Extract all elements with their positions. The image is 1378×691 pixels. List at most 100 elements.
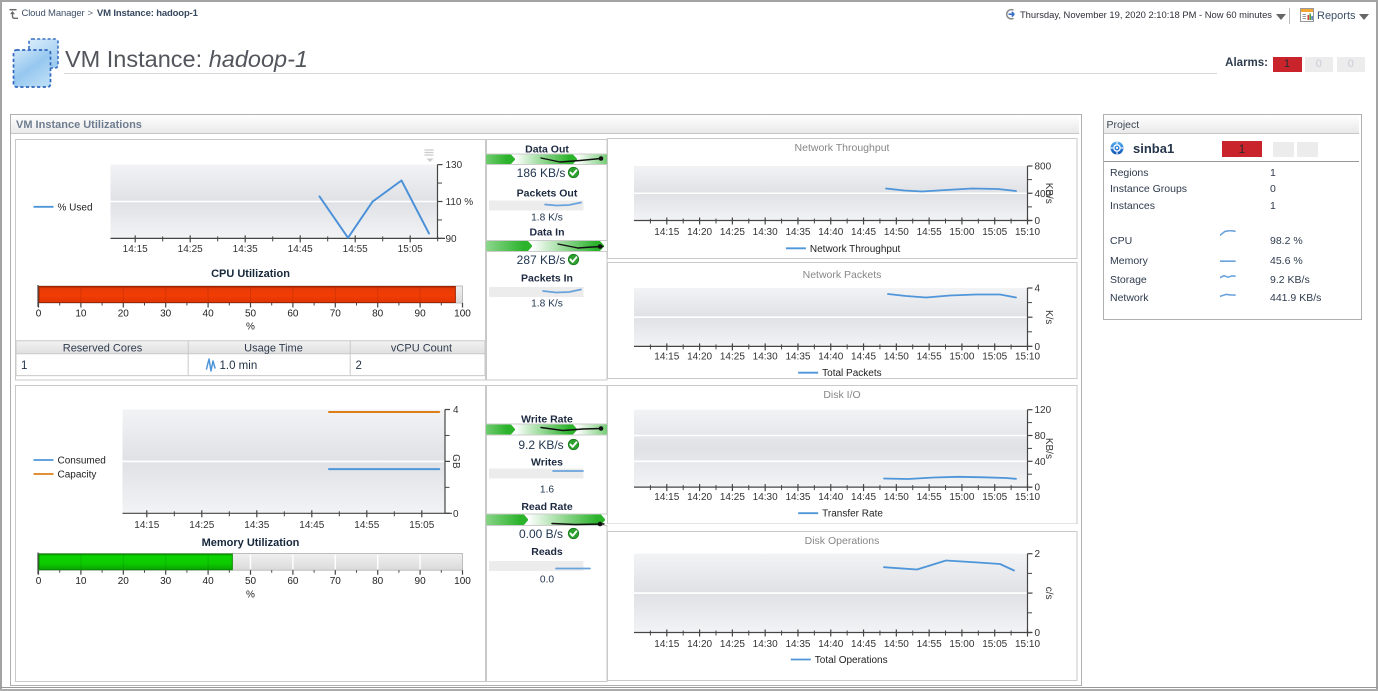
svg-text:vCPU Count: vCPU Count — [390, 343, 451, 355]
svg-text:14:15: 14:15 — [134, 520, 159, 531]
svg-text:14:55: 14:55 — [917, 227, 942, 238]
svg-text:15:10: 15:10 — [1015, 639, 1040, 650]
svg-text:14:35: 14:35 — [785, 227, 810, 238]
svg-text:14:55: 14:55 — [342, 244, 367, 255]
svg-text:14:50: 14:50 — [884, 639, 909, 650]
svg-text:Network Throughput: Network Throughput — [795, 142, 890, 154]
svg-text:14:20: 14:20 — [687, 352, 712, 363]
svg-text:287 KB/s: 287 KB/s — [517, 253, 566, 267]
svg-text:14:30: 14:30 — [753, 639, 778, 650]
svg-text:% Used: % Used — [57, 202, 92, 213]
svg-text:Disk Operations: Disk Operations — [805, 535, 880, 547]
svg-text:Packets Out: Packets Out — [517, 188, 578, 200]
svg-text:15:00: 15:00 — [949, 352, 974, 363]
svg-text:14:30: 14:30 — [753, 352, 778, 363]
svg-text:15:05: 15:05 — [982, 227, 1007, 238]
svg-text:30: 30 — [160, 576, 172, 587]
svg-text:50: 50 — [244, 576, 256, 587]
svg-text:c/s: c/s — [1043, 586, 1054, 599]
svg-text:9.2 KB/s: 9.2 KB/s — [518, 438, 563, 452]
svg-text:KB/s: KB/s — [1043, 437, 1054, 458]
svg-text:Total Operations: Total Operations — [815, 655, 888, 666]
svg-text:Reads: Reads — [531, 546, 563, 558]
svg-text:14:50: 14:50 — [884, 492, 909, 503]
svg-text:0: 0 — [35, 309, 41, 320]
svg-text:100: 100 — [454, 576, 471, 587]
svg-text:14:25: 14:25 — [720, 639, 745, 650]
svg-text:Packets In: Packets In — [521, 273, 573, 285]
svg-text:14:45: 14:45 — [299, 520, 324, 531]
svg-text:14:15: 14:15 — [654, 352, 679, 363]
svg-text:110 %: 110 % — [445, 197, 473, 208]
svg-text:14:20: 14:20 — [687, 492, 712, 503]
svg-text:1.8 K/s: 1.8 K/s — [531, 299, 563, 310]
svg-text:Network Packets: Network Packets — [803, 269, 882, 281]
svg-text:90: 90 — [445, 234, 457, 245]
svg-text:20: 20 — [117, 576, 129, 587]
svg-text:14:40: 14:40 — [818, 227, 843, 238]
svg-text:15:10: 15:10 — [1015, 492, 1040, 503]
svg-text:80: 80 — [372, 309, 384, 320]
svg-text:15:10: 15:10 — [1015, 227, 1040, 238]
svg-text:40: 40 — [202, 309, 214, 320]
svg-text:K/s: K/s — [1043, 310, 1054, 324]
svg-text:0: 0 — [1035, 342, 1041, 353]
svg-text:4: 4 — [453, 405, 459, 416]
svg-text:14:40: 14:40 — [818, 492, 843, 503]
svg-text:50: 50 — [244, 309, 256, 320]
svg-text:Capacity: Capacity — [57, 469, 96, 480]
svg-text:0.0: 0.0 — [540, 574, 554, 585]
svg-text:10: 10 — [75, 576, 87, 587]
svg-text:186 KB/s: 186 KB/s — [517, 166, 566, 180]
svg-text:14:40: 14:40 — [818, 352, 843, 363]
svg-text:90: 90 — [414, 576, 426, 587]
svg-text:800: 800 — [1035, 161, 1052, 172]
svg-text:14:45: 14:45 — [851, 352, 876, 363]
svg-text:4: 4 — [1035, 284, 1041, 295]
svg-text:14:35: 14:35 — [244, 520, 269, 531]
svg-text:15:05: 15:05 — [397, 244, 422, 255]
svg-text:15:10: 15:10 — [1015, 352, 1040, 363]
svg-text:Disk I/O: Disk I/O — [823, 389, 860, 401]
svg-text:20: 20 — [117, 309, 129, 320]
svg-text:40: 40 — [1035, 456, 1047, 467]
svg-text:14:25: 14:25 — [720, 227, 745, 238]
svg-text:15:00: 15:00 — [949, 492, 974, 503]
svg-text:90: 90 — [414, 309, 426, 320]
svg-text:14:20: 14:20 — [687, 639, 712, 650]
svg-text:Data In: Data In — [529, 227, 564, 239]
svg-text:Network Throughput: Network Throughput — [810, 243, 901, 254]
svg-text:Consumed: Consumed — [57, 455, 105, 466]
svg-text:15:05: 15:05 — [982, 492, 1007, 503]
svg-text:14:25: 14:25 — [720, 492, 745, 503]
svg-text:14:45: 14:45 — [851, 639, 876, 650]
svg-text:%: % — [246, 322, 255, 333]
svg-text:2: 2 — [1035, 549, 1041, 560]
svg-text:1.6: 1.6 — [540, 484, 554, 495]
svg-text:2: 2 — [355, 360, 361, 372]
svg-text:14:55: 14:55 — [917, 639, 942, 650]
svg-text:0: 0 — [35, 576, 41, 587]
svg-text:14:55: 14:55 — [354, 520, 379, 531]
svg-text:40: 40 — [202, 576, 214, 587]
svg-text:14:15: 14:15 — [654, 492, 679, 503]
svg-text:KB/s: KB/s — [1043, 182, 1054, 203]
svg-text:14:40: 14:40 — [818, 639, 843, 650]
svg-text:120: 120 — [1035, 405, 1052, 416]
svg-text:130: 130 — [445, 160, 462, 171]
svg-text:80: 80 — [1035, 431, 1047, 442]
svg-text:15:05: 15:05 — [982, 352, 1007, 363]
svg-text:0.00 B/s: 0.00 B/s — [519, 527, 563, 541]
svg-text:15:00: 15:00 — [949, 639, 974, 650]
svg-text:14:45: 14:45 — [851, 227, 876, 238]
svg-text:Usage Time: Usage Time — [244, 343, 303, 355]
svg-text:0: 0 — [1035, 482, 1041, 493]
svg-text:14:25: 14:25 — [720, 352, 745, 363]
svg-text:Reserved Cores: Reserved Cores — [62, 343, 142, 355]
svg-text:Read Rate: Read Rate — [521, 501, 573, 513]
svg-text:1.8 K/s: 1.8 K/s — [531, 213, 563, 224]
svg-text:14:55: 14:55 — [917, 352, 942, 363]
svg-text:100: 100 — [454, 309, 471, 320]
svg-text:14:35: 14:35 — [785, 492, 810, 503]
svg-text:1.0 min: 1.0 min — [219, 360, 257, 372]
